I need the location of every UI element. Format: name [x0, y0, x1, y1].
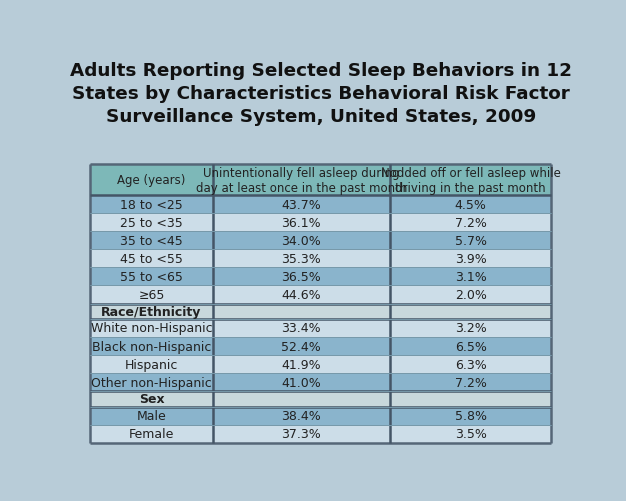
Text: 3.5%: 3.5% — [454, 427, 486, 440]
Text: 25 to <35: 25 to <35 — [120, 216, 183, 229]
Bar — [90, 425, 212, 443]
Bar — [390, 196, 552, 214]
Text: Nodded off or fell asleep while
driving in the past month: Nodded off or fell asleep while driving … — [381, 166, 560, 194]
Text: 5.7%: 5.7% — [454, 234, 486, 247]
Text: Unintentionally fell asleep during
day at least once in the past month: Unintentionally fell asleep during day a… — [195, 166, 407, 194]
Bar — [90, 165, 552, 443]
Bar — [390, 250, 552, 268]
Text: 6.5%: 6.5% — [454, 340, 486, 353]
Text: 7.2%: 7.2% — [454, 216, 486, 229]
Bar — [390, 373, 552, 391]
Bar — [390, 232, 552, 250]
Bar — [90, 319, 212, 337]
Bar — [90, 268, 212, 286]
Text: White non-Hispanic: White non-Hispanic — [91, 322, 212, 335]
Bar — [390, 337, 552, 355]
Text: 36.1%: 36.1% — [282, 216, 321, 229]
Bar — [212, 425, 390, 443]
Text: 33.4%: 33.4% — [282, 322, 321, 335]
Text: 38.4%: 38.4% — [281, 409, 321, 422]
Bar — [90, 304, 212, 319]
Bar — [212, 232, 390, 250]
Text: 41.0%: 41.0% — [281, 376, 321, 389]
Bar — [390, 425, 552, 443]
Bar — [90, 286, 212, 304]
Text: 35.3%: 35.3% — [281, 253, 321, 266]
Text: 18 to <25: 18 to <25 — [120, 198, 183, 211]
Bar — [90, 391, 212, 407]
Bar — [212, 214, 390, 232]
Text: Male: Male — [136, 409, 167, 422]
Text: 7.2%: 7.2% — [454, 376, 486, 389]
Text: 3.9%: 3.9% — [454, 253, 486, 266]
Text: 36.5%: 36.5% — [281, 271, 321, 284]
Text: 3.1%: 3.1% — [454, 271, 486, 284]
Text: 37.3%: 37.3% — [281, 427, 321, 440]
Text: 41.9%: 41.9% — [282, 358, 321, 371]
Bar — [90, 373, 212, 391]
Text: Female: Female — [129, 427, 174, 440]
Bar — [90, 196, 212, 214]
Text: 34.0%: 34.0% — [281, 234, 321, 247]
Bar — [390, 391, 552, 407]
Text: 5.8%: 5.8% — [454, 409, 486, 422]
Text: ≥65: ≥65 — [138, 289, 165, 302]
Bar — [212, 373, 390, 391]
Bar — [212, 304, 390, 319]
Bar — [212, 319, 390, 337]
Bar — [212, 391, 390, 407]
Text: 43.7%: 43.7% — [281, 198, 321, 211]
Text: Other non-Hispanic: Other non-Hispanic — [91, 376, 212, 389]
Text: Sex: Sex — [138, 393, 164, 405]
Bar — [212, 250, 390, 268]
Text: Hispanic: Hispanic — [125, 358, 178, 371]
Text: Adults Reporting Selected Sleep Behaviors in 12
States by Characteristics Behavi: Adults Reporting Selected Sleep Behavior… — [70, 62, 572, 126]
Bar — [90, 250, 212, 268]
Text: 6.3%: 6.3% — [454, 358, 486, 371]
Bar — [90, 165, 212, 196]
Bar — [212, 286, 390, 304]
Bar — [390, 407, 552, 425]
Bar — [90, 337, 212, 355]
Text: Black non-Hispanic: Black non-Hispanic — [92, 340, 211, 353]
Bar — [212, 337, 390, 355]
Bar — [212, 355, 390, 373]
Bar — [390, 286, 552, 304]
Text: 35 to <45: 35 to <45 — [120, 234, 183, 247]
Bar — [90, 214, 212, 232]
Bar — [212, 196, 390, 214]
Text: Race/Ethnicity: Race/Ethnicity — [101, 305, 202, 318]
Bar — [212, 268, 390, 286]
Bar — [212, 165, 390, 196]
Text: 45 to <55: 45 to <55 — [120, 253, 183, 266]
Bar — [390, 304, 552, 319]
Bar — [90, 232, 212, 250]
Bar — [90, 355, 212, 373]
Bar — [390, 165, 552, 196]
Text: 52.4%: 52.4% — [281, 340, 321, 353]
Text: 3.2%: 3.2% — [454, 322, 486, 335]
Bar — [390, 355, 552, 373]
Text: Age (years): Age (years) — [117, 174, 186, 187]
Text: 55 to <65: 55 to <65 — [120, 271, 183, 284]
Bar — [390, 214, 552, 232]
Bar — [212, 407, 390, 425]
Text: 44.6%: 44.6% — [282, 289, 321, 302]
Bar — [390, 319, 552, 337]
Text: 2.0%: 2.0% — [454, 289, 486, 302]
Bar — [390, 268, 552, 286]
Bar — [90, 407, 212, 425]
Text: 4.5%: 4.5% — [454, 198, 486, 211]
